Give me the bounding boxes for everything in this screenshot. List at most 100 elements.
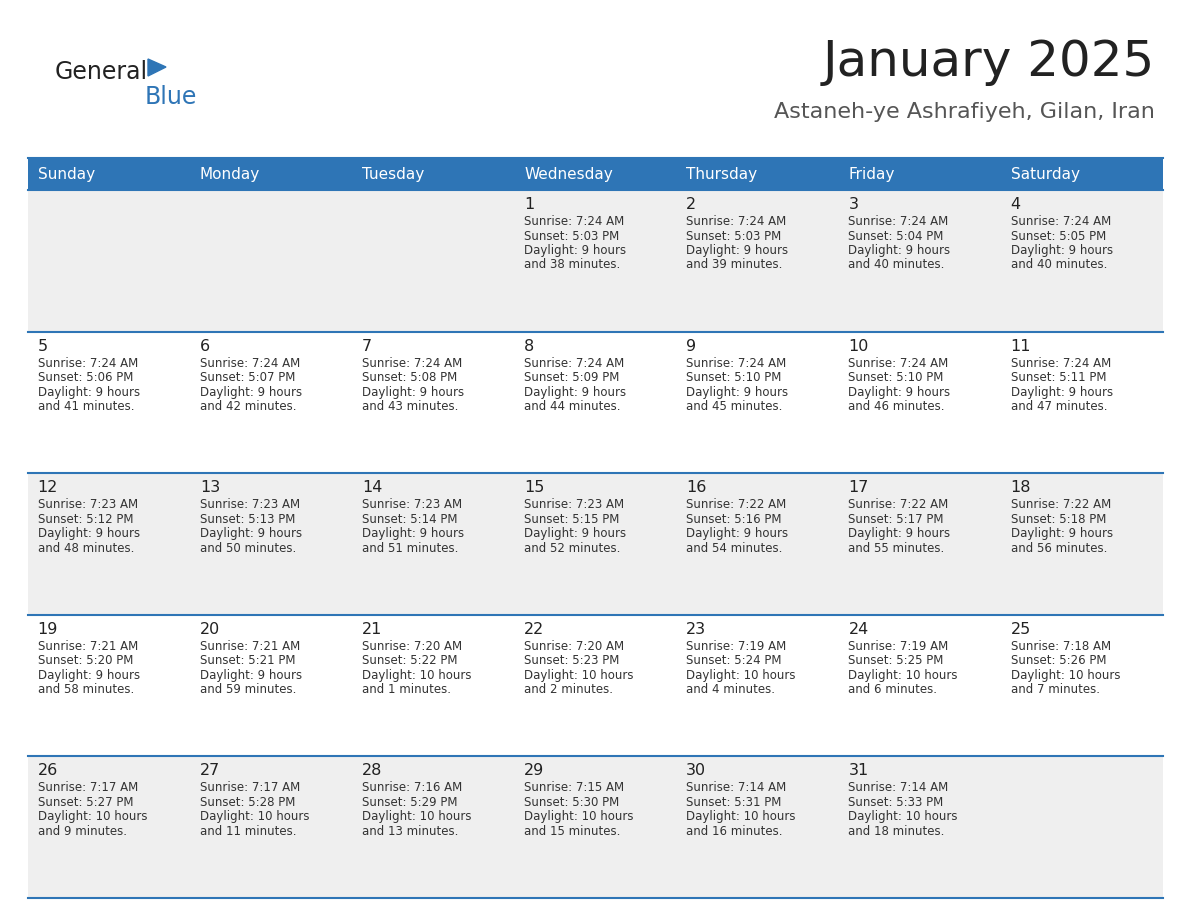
Text: Daylight: 10 hours: Daylight: 10 hours xyxy=(362,669,472,682)
Text: Daylight: 10 hours: Daylight: 10 hours xyxy=(848,811,958,823)
Bar xyxy=(839,331,1000,473)
Text: Sunrise: 7:20 AM: Sunrise: 7:20 AM xyxy=(524,640,624,653)
Text: Daylight: 9 hours: Daylight: 9 hours xyxy=(38,386,140,398)
Text: Sunset: 5:28 PM: Sunset: 5:28 PM xyxy=(200,796,296,809)
Bar xyxy=(29,756,190,898)
Text: Sunset: 5:10 PM: Sunset: 5:10 PM xyxy=(848,371,943,384)
Text: Daylight: 9 hours: Daylight: 9 hours xyxy=(524,386,626,398)
Text: Sunset: 5:31 PM: Sunset: 5:31 PM xyxy=(687,796,782,809)
Text: and 50 minutes.: and 50 minutes. xyxy=(200,542,296,554)
Text: and 4 minutes.: and 4 minutes. xyxy=(687,683,776,696)
Text: Sunset: 5:30 PM: Sunset: 5:30 PM xyxy=(524,796,619,809)
Text: Sunset: 5:29 PM: Sunset: 5:29 PM xyxy=(362,796,457,809)
Text: Daylight: 9 hours: Daylight: 9 hours xyxy=(200,669,302,682)
Bar xyxy=(190,615,353,756)
Text: Daylight: 9 hours: Daylight: 9 hours xyxy=(848,244,950,257)
Text: Daylight: 9 hours: Daylight: 9 hours xyxy=(200,386,302,398)
Text: and 51 minutes.: and 51 minutes. xyxy=(362,542,459,554)
Text: and 1 minutes.: and 1 minutes. xyxy=(362,683,451,696)
Text: Sunrise: 7:19 AM: Sunrise: 7:19 AM xyxy=(687,640,786,653)
Text: Sunrise: 7:24 AM: Sunrise: 7:24 AM xyxy=(524,356,625,370)
Text: and 41 minutes.: and 41 minutes. xyxy=(38,400,134,413)
Text: Sunset: 5:14 PM: Sunset: 5:14 PM xyxy=(362,512,457,526)
Bar xyxy=(1000,473,1163,615)
Bar xyxy=(1000,190,1163,331)
Text: and 52 minutes.: and 52 minutes. xyxy=(524,542,620,554)
Text: Sunrise: 7:24 AM: Sunrise: 7:24 AM xyxy=(524,215,625,228)
Text: Astaneh-ye Ashrafiyeh, Gilan, Iran: Astaneh-ye Ashrafiyeh, Gilan, Iran xyxy=(775,102,1155,122)
Bar xyxy=(353,158,514,190)
Bar xyxy=(1000,756,1163,898)
Text: and 2 minutes.: and 2 minutes. xyxy=(524,683,613,696)
Text: Sunrise: 7:23 AM: Sunrise: 7:23 AM xyxy=(200,498,301,511)
Text: Sunset: 5:26 PM: Sunset: 5:26 PM xyxy=(1011,655,1106,667)
Text: Blue: Blue xyxy=(145,85,197,109)
Text: Thursday: Thursday xyxy=(687,166,758,182)
Text: Sunrise: 7:14 AM: Sunrise: 7:14 AM xyxy=(687,781,786,794)
Text: Daylight: 9 hours: Daylight: 9 hours xyxy=(1011,527,1113,540)
Bar xyxy=(677,331,839,473)
Text: Saturday: Saturday xyxy=(1011,166,1080,182)
Text: Sunset: 5:09 PM: Sunset: 5:09 PM xyxy=(524,371,619,384)
Text: 2: 2 xyxy=(687,197,696,212)
Text: 25: 25 xyxy=(1011,621,1031,637)
Text: Sunrise: 7:22 AM: Sunrise: 7:22 AM xyxy=(1011,498,1111,511)
Text: Sunset: 5:11 PM: Sunset: 5:11 PM xyxy=(1011,371,1106,384)
Text: 8: 8 xyxy=(524,339,535,353)
Text: Sunrise: 7:15 AM: Sunrise: 7:15 AM xyxy=(524,781,624,794)
Text: Daylight: 10 hours: Daylight: 10 hours xyxy=(1011,669,1120,682)
Bar xyxy=(514,756,677,898)
Bar xyxy=(514,473,677,615)
Bar xyxy=(190,190,353,331)
Text: 9: 9 xyxy=(687,339,696,353)
Bar xyxy=(353,473,514,615)
Text: 1: 1 xyxy=(524,197,535,212)
Text: 10: 10 xyxy=(848,339,868,353)
Text: Sunrise: 7:17 AM: Sunrise: 7:17 AM xyxy=(38,781,138,794)
Bar xyxy=(190,756,353,898)
Text: Sunrise: 7:22 AM: Sunrise: 7:22 AM xyxy=(848,498,949,511)
Text: and 6 minutes.: and 6 minutes. xyxy=(848,683,937,696)
Text: 3: 3 xyxy=(848,197,859,212)
Bar xyxy=(1000,158,1163,190)
Bar xyxy=(839,158,1000,190)
Text: Daylight: 9 hours: Daylight: 9 hours xyxy=(38,669,140,682)
Text: Sunset: 5:18 PM: Sunset: 5:18 PM xyxy=(1011,512,1106,526)
Text: Sunset: 5:20 PM: Sunset: 5:20 PM xyxy=(38,655,133,667)
Text: Daylight: 9 hours: Daylight: 9 hours xyxy=(687,244,789,257)
Text: Sunrise: 7:24 AM: Sunrise: 7:24 AM xyxy=(200,356,301,370)
Text: 14: 14 xyxy=(362,480,383,495)
Text: 5: 5 xyxy=(38,339,48,353)
Text: Sunset: 5:10 PM: Sunset: 5:10 PM xyxy=(687,371,782,384)
Text: Daylight: 10 hours: Daylight: 10 hours xyxy=(362,811,472,823)
Text: 23: 23 xyxy=(687,621,707,637)
Text: Sunset: 5:24 PM: Sunset: 5:24 PM xyxy=(687,655,782,667)
Polygon shape xyxy=(148,59,166,76)
Bar xyxy=(677,756,839,898)
Text: Sunrise: 7:21 AM: Sunrise: 7:21 AM xyxy=(200,640,301,653)
Text: 12: 12 xyxy=(38,480,58,495)
Text: and 58 minutes.: and 58 minutes. xyxy=(38,683,134,696)
Text: Sunrise: 7:24 AM: Sunrise: 7:24 AM xyxy=(1011,356,1111,370)
Text: Sunset: 5:33 PM: Sunset: 5:33 PM xyxy=(848,796,943,809)
Text: 24: 24 xyxy=(848,621,868,637)
Bar xyxy=(514,615,677,756)
Bar xyxy=(1000,615,1163,756)
Text: and 18 minutes.: and 18 minutes. xyxy=(848,825,944,838)
Text: and 38 minutes.: and 38 minutes. xyxy=(524,259,620,272)
Text: and 55 minutes.: and 55 minutes. xyxy=(848,542,944,554)
Text: and 48 minutes.: and 48 minutes. xyxy=(38,542,134,554)
Text: Daylight: 9 hours: Daylight: 9 hours xyxy=(687,527,789,540)
Text: Daylight: 10 hours: Daylight: 10 hours xyxy=(848,669,958,682)
Text: Daylight: 10 hours: Daylight: 10 hours xyxy=(687,669,796,682)
Text: Daylight: 9 hours: Daylight: 9 hours xyxy=(524,527,626,540)
Text: and 54 minutes.: and 54 minutes. xyxy=(687,542,783,554)
Text: Daylight: 10 hours: Daylight: 10 hours xyxy=(524,811,633,823)
Text: and 16 minutes.: and 16 minutes. xyxy=(687,825,783,838)
Text: Sunrise: 7:20 AM: Sunrise: 7:20 AM xyxy=(362,640,462,653)
Text: Daylight: 9 hours: Daylight: 9 hours xyxy=(38,527,140,540)
Text: 27: 27 xyxy=(200,764,220,778)
Text: General: General xyxy=(55,60,148,84)
Text: Daylight: 9 hours: Daylight: 9 hours xyxy=(848,386,950,398)
Text: and 59 minutes.: and 59 minutes. xyxy=(200,683,296,696)
